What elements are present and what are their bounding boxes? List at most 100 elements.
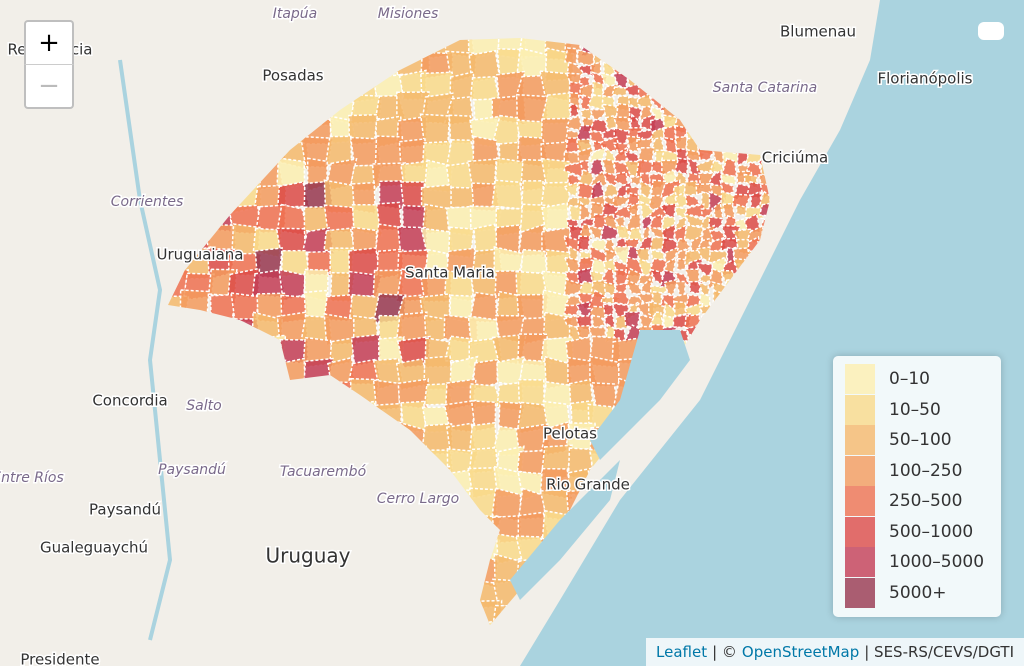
layer-toggle[interactable] — [978, 22, 1004, 40]
municipality — [545, 249, 572, 279]
municipality — [635, 247, 651, 267]
municipality — [350, 554, 377, 589]
municipality — [671, 61, 689, 77]
municipality — [448, 114, 477, 145]
municipality — [756, 51, 770, 69]
municipality — [590, 61, 602, 75]
municipality — [708, 304, 729, 321]
municipality — [493, 245, 525, 276]
leaflet-link[interactable]: Leaflet — [656, 643, 708, 661]
zoom-in[interactable]: + — [24, 20, 74, 66]
municipality — [772, 206, 784, 219]
municipality — [278, 38, 307, 57]
municipality — [685, 115, 703, 134]
municipality — [251, 38, 284, 55]
municipality — [179, 201, 214, 234]
municipality — [602, 303, 614, 316]
municipality — [472, 135, 501, 167]
municipality — [673, 68, 687, 86]
municipality — [719, 179, 735, 195]
municipality — [182, 75, 213, 105]
zoom-out[interactable]: − — [24, 64, 74, 109]
municipality — [587, 305, 610, 320]
municipality — [209, 51, 238, 81]
municipality — [473, 223, 501, 257]
municipality — [639, 179, 653, 201]
municipality — [543, 355, 574, 390]
municipality — [423, 314, 449, 342]
municipality — [696, 126, 715, 145]
attribution-text: | © — [712, 643, 737, 661]
municipality — [698, 304, 714, 315]
municipality — [468, 421, 498, 453]
municipality — [700, 315, 717, 330]
place-label: Uruguay — [266, 544, 351, 568]
municipality — [697, 281, 711, 298]
municipality — [612, 448, 646, 476]
municipality — [650, 49, 668, 68]
municipality — [756, 105, 770, 122]
municipality — [675, 280, 687, 296]
municipality — [682, 46, 706, 63]
municipality — [348, 624, 379, 625]
municipality — [630, 175, 645, 187]
municipality — [181, 490, 215, 522]
municipality — [614, 47, 627, 69]
municipality — [168, 513, 187, 543]
municipality — [675, 91, 688, 112]
municipality — [707, 38, 726, 40]
place-label: Criciúma — [762, 149, 829, 167]
legend-item: 1000–5000 — [845, 547, 984, 577]
municipality — [519, 248, 548, 276]
municipality — [323, 620, 356, 625]
municipality — [695, 38, 713, 44]
municipality — [204, 535, 239, 567]
municipality — [252, 357, 287, 386]
municipality — [577, 223, 594, 241]
municipality — [184, 511, 215, 541]
municipality — [179, 289, 210, 323]
municipality — [719, 57, 741, 77]
municipality — [683, 70, 702, 87]
municipality — [542, 400, 572, 431]
municipality — [658, 202, 677, 219]
municipality — [587, 326, 607, 338]
municipality — [719, 142, 737, 153]
place-label: Presidente — [20, 651, 99, 666]
municipality — [184, 38, 213, 57]
municipality — [699, 102, 713, 121]
municipality — [446, 510, 478, 541]
municipality — [419, 293, 451, 324]
municipality — [688, 58, 700, 77]
municipality — [350, 333, 382, 367]
municipality — [663, 38, 681, 46]
municipality — [647, 62, 665, 76]
municipality — [658, 57, 680, 79]
municipality — [744, 39, 762, 56]
municipality — [710, 63, 729, 75]
municipality — [203, 135, 238, 169]
municipality — [719, 113, 739, 132]
municipality — [540, 91, 572, 125]
municipality — [732, 257, 752, 277]
municipality — [685, 256, 706, 272]
municipality — [722, 300, 737, 317]
municipality — [684, 193, 702, 208]
osm-link[interactable]: OpenStreetMap — [741, 643, 860, 661]
municipality — [168, 93, 188, 127]
municipality — [278, 268, 306, 302]
municipality — [227, 135, 262, 169]
municipality — [648, 38, 669, 51]
municipality — [588, 43, 606, 55]
municipality — [469, 75, 501, 102]
municipality — [299, 577, 331, 609]
municipality — [589, 118, 609, 135]
municipality — [737, 269, 747, 289]
municipality — [517, 378, 546, 411]
municipality — [517, 487, 547, 521]
municipality — [495, 532, 523, 565]
municipality — [697, 58, 717, 77]
municipality — [306, 422, 333, 456]
municipality — [472, 358, 499, 391]
